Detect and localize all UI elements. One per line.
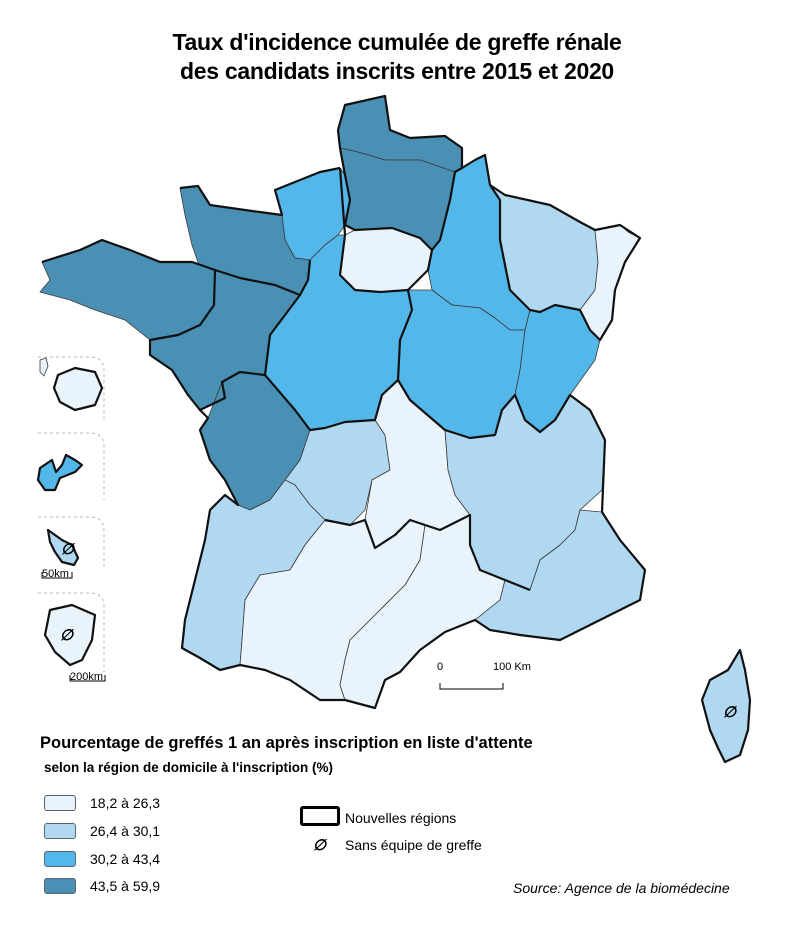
new-region-boundaries	[36, 94, 752, 764]
legend-item: 26,4 à 30,1	[44, 822, 160, 840]
no-team-symbol-martinique: ∅	[61, 541, 76, 558]
inset-scale-bar-200km	[69, 675, 106, 682]
legend-label: 26,4 à 30,1	[90, 823, 161, 839]
main-scale-bar	[439, 683, 504, 690]
legend-subtitle: selon la région de domicile à l'inscript…	[44, 760, 334, 775]
new-regions-legend-label: Nouvelles régions	[345, 810, 457, 826]
source-credit: Source: Agence de la biomédecine	[513, 880, 730, 896]
map-title-line2: des candidats inscrits entre 2015 et 202…	[180, 58, 614, 84]
no-team-symbol-guyane: ∅	[60, 627, 75, 644]
legend-label: 30,2 à 43,4	[90, 851, 161, 867]
no-team-legend-label: Sans équipe de greffe	[345, 837, 482, 853]
region-mayotte	[39, 357, 49, 377]
main-scale-end: 100 Km	[493, 661, 531, 673]
legend-swatch	[44, 878, 76, 894]
no-team-symbol-corse: ∅	[723, 704, 738, 721]
no-team-legend-symbol: ∅	[313, 837, 327, 854]
legend-swatch	[44, 795, 76, 811]
legend-title: Pourcentage de greffés 1 an après inscri…	[40, 734, 533, 752]
main-scale-zero: 0	[437, 661, 443, 673]
inset-scale-label-200km: 200km	[70, 671, 103, 683]
inset-scale-bar-50km	[41, 572, 73, 579]
legend-label: 18,2 à 26,3	[90, 795, 161, 811]
inset-frames	[38, 356, 105, 672]
new-regions-legend-box	[300, 806, 340, 826]
map-title-line1: Taux d'incidence cumulée de greffe rénal…	[172, 29, 622, 55]
legend-item: 30,2 à 43,4	[44, 850, 160, 868]
legend-swatch	[44, 823, 76, 839]
inset-scale-label-50km: 50km	[42, 568, 69, 580]
legend-item: 18,2 à 26,3	[44, 794, 160, 812]
legend-item: 43,5 à 59,9	[44, 877, 160, 895]
legend-swatch	[44, 851, 76, 867]
legend-label: 43,5 à 59,9	[90, 878, 161, 894]
